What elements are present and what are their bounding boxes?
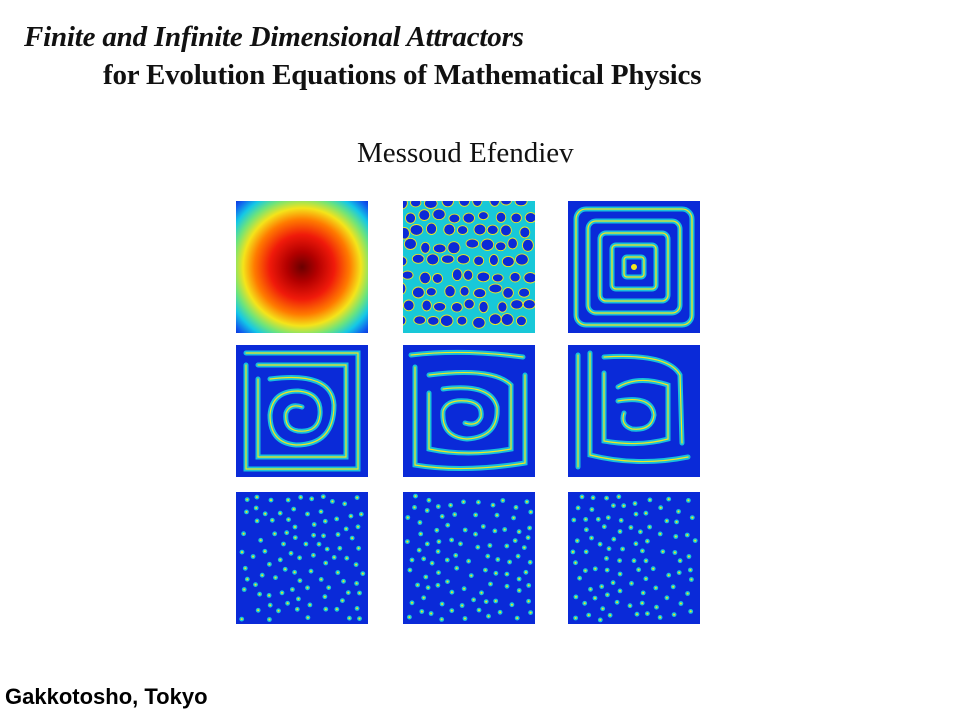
pattern-labyrinth-1	[236, 345, 368, 477]
pattern-spots-1	[236, 492, 368, 624]
pattern-cellular-network	[403, 201, 535, 333]
pattern-labyrinth-3	[568, 345, 700, 477]
pattern-concentric-squares	[568, 201, 700, 333]
pattern-spots-3	[568, 492, 700, 624]
publisher: Gakkotosho, Tokyo	[5, 684, 208, 709]
title-line-1: Finite and Infinite Dimensional Attracto…	[24, 21, 524, 53]
pattern-labyrinth-2	[403, 345, 535, 477]
author-name: Messoud Efendiev	[357, 137, 574, 169]
pattern-radial-blob	[236, 201, 368, 333]
title-line-2: for Evolution Equations of Mathematical …	[103, 59, 702, 91]
pattern-spots-2	[403, 492, 535, 624]
